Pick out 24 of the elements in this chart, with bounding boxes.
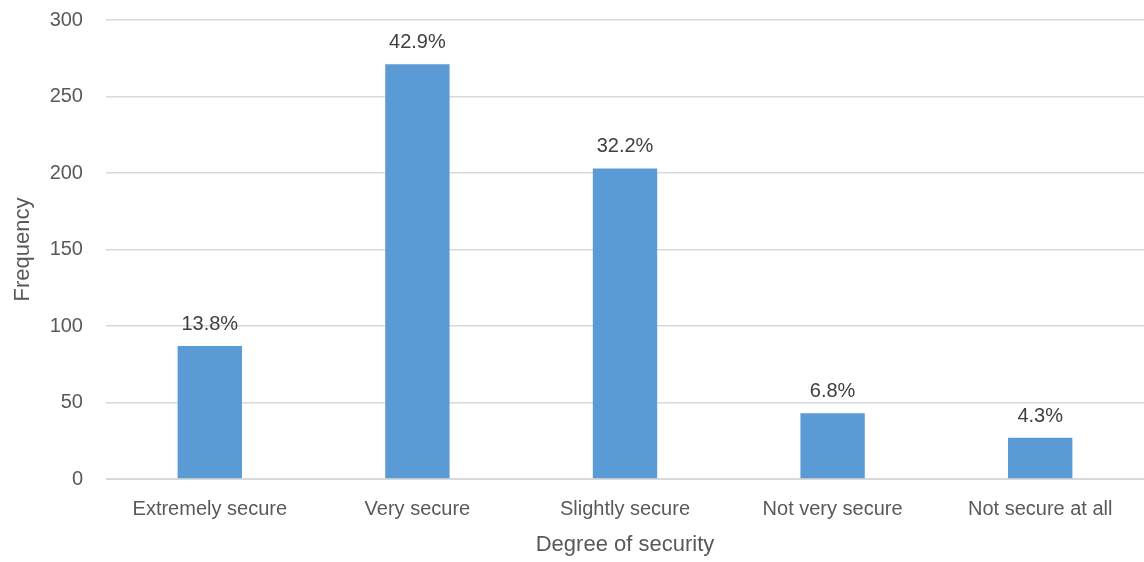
- x-axis-title: Degree of security: [535, 530, 715, 556]
- y-tick-label: 50: [60, 390, 83, 413]
- y-tick-label: 150: [49, 237, 83, 260]
- x-tick-label: Slightly secure: [559, 496, 691, 519]
- x-tick-label: Not secure at all: [967, 496, 1113, 519]
- y-tick-label: 0: [71, 466, 83, 489]
- y-axis-title: Frequency: [9, 197, 35, 302]
- y-tick-label: 250: [49, 84, 83, 107]
- annotation: 4.3%: [1017, 403, 1064, 426]
- bar: [385, 64, 450, 479]
- annotation: 42.9%: [389, 30, 446, 53]
- bar: [800, 413, 865, 479]
- bar: [592, 168, 658, 479]
- annotation: 32.2%: [596, 134, 654, 157]
- x-tick-label: Extremely secure: [132, 496, 288, 519]
- bar: [1008, 437, 1073, 479]
- x-tick-label: Not very secure: [762, 496, 903, 519]
- annotation: 13.8%: [181, 311, 239, 334]
- bar: [177, 345, 242, 479]
- y-tick-label: 300: [49, 7, 83, 30]
- y-tick-label: 100: [49, 313, 83, 336]
- annotation: 6.8%: [809, 379, 856, 402]
- x-tick-label: Very secure: [364, 496, 471, 519]
- y-tick-label: 200: [49, 160, 83, 183]
